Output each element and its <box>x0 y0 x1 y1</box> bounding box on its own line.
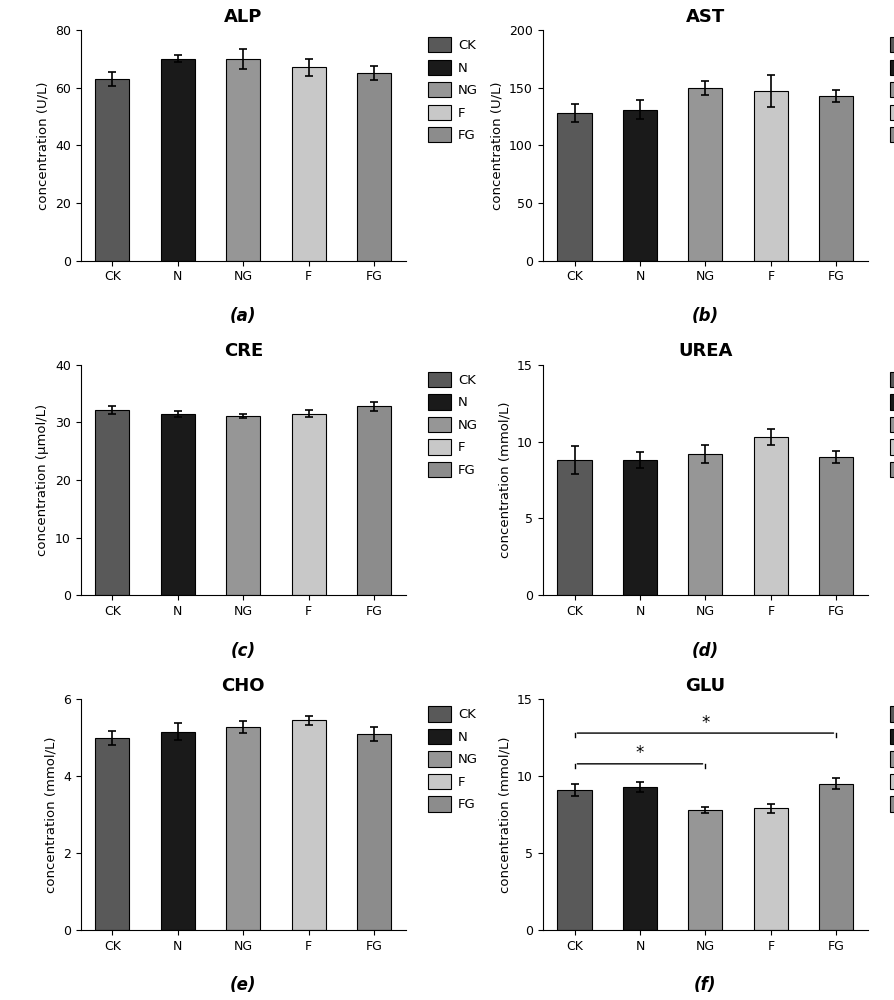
Title: UREA: UREA <box>678 342 732 360</box>
Bar <box>753 437 787 595</box>
Legend: CK, N, NG, F, FG: CK, N, NG, F, FG <box>422 32 483 148</box>
Title: AST: AST <box>685 8 724 26</box>
Bar <box>161 414 195 595</box>
Text: (c): (c) <box>231 642 256 660</box>
Bar <box>96 79 130 261</box>
Bar <box>291 414 325 595</box>
Y-axis label: concentration (U/L): concentration (U/L) <box>490 81 503 210</box>
Bar <box>357 406 391 595</box>
Text: (a): (a) <box>230 307 257 325</box>
Legend: CK, N, NG, F, FG: CK, N, NG, F, FG <box>422 367 483 482</box>
Legend: CK, N, NG, F, FG: CK, N, NG, F, FG <box>883 367 894 482</box>
Y-axis label: concentration (U/L): concentration (U/L) <box>37 81 49 210</box>
Y-axis label: concentration (mmol/L): concentration (mmol/L) <box>498 402 511 558</box>
Bar <box>622 460 656 595</box>
Text: *: * <box>701 714 709 732</box>
Bar <box>557 460 591 595</box>
Bar <box>753 808 787 930</box>
Bar <box>96 410 130 595</box>
Bar <box>357 734 391 930</box>
Bar <box>291 68 325 261</box>
Y-axis label: concentration (mmol/L): concentration (mmol/L) <box>498 736 511 893</box>
Bar <box>818 784 852 930</box>
Text: (b): (b) <box>691 307 718 325</box>
Bar <box>226 59 260 261</box>
Title: CHO: CHO <box>222 677 265 695</box>
Y-axis label: concentration (mmol/L): concentration (mmol/L) <box>44 736 57 893</box>
Bar <box>622 110 656 261</box>
Bar <box>96 738 130 930</box>
Legend: CK, N, NG, F, FG: CK, N, NG, F, FG <box>883 701 894 817</box>
Title: GLU: GLU <box>685 677 725 695</box>
Bar <box>161 59 195 261</box>
Y-axis label: concentration (μmol/L): concentration (μmol/L) <box>37 404 49 556</box>
Bar <box>357 73 391 261</box>
Bar <box>687 810 721 930</box>
Bar <box>161 732 195 930</box>
Bar <box>557 113 591 261</box>
Text: (e): (e) <box>230 976 257 994</box>
Bar <box>687 454 721 595</box>
Title: CRE: CRE <box>224 342 263 360</box>
Legend: CK, N, NG, F, FG: CK, N, NG, F, FG <box>883 32 894 148</box>
Text: (f): (f) <box>694 976 716 994</box>
Text: (d): (d) <box>691 642 718 660</box>
Bar <box>291 720 325 930</box>
Bar <box>818 457 852 595</box>
Bar <box>226 727 260 930</box>
Bar <box>753 91 787 261</box>
Text: *: * <box>635 744 644 762</box>
Bar <box>557 790 591 930</box>
Bar <box>622 787 656 930</box>
Legend: CK, N, NG, F, FG: CK, N, NG, F, FG <box>422 701 483 817</box>
Bar <box>818 96 852 261</box>
Title: ALP: ALP <box>224 8 262 26</box>
Bar <box>226 416 260 595</box>
Bar <box>687 88 721 261</box>
